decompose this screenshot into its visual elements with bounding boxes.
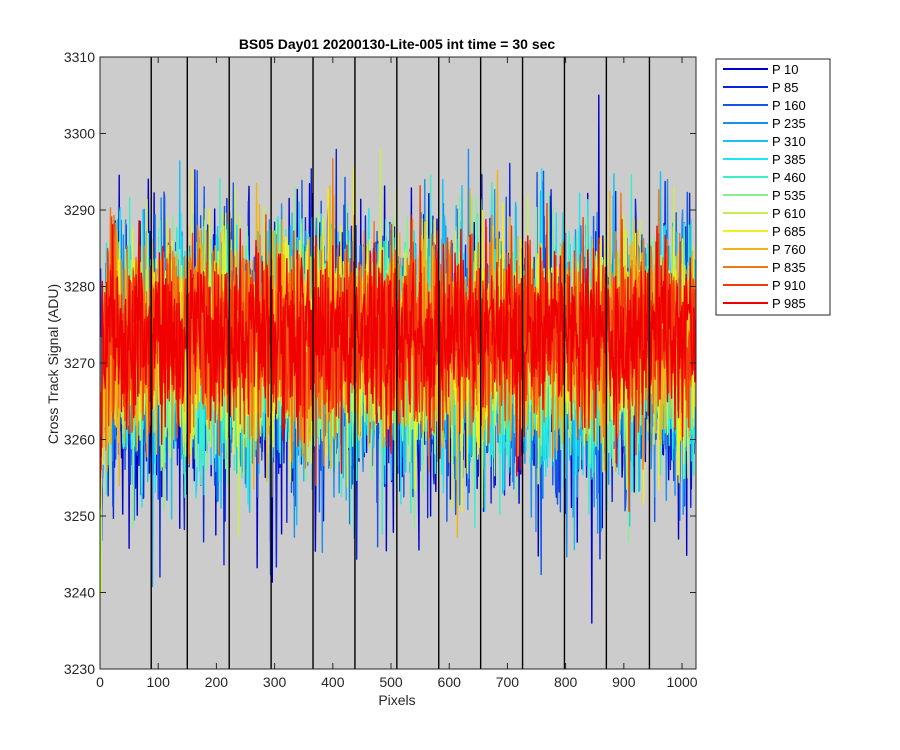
legend-label-p-610: P 610 — [772, 206, 806, 221]
legend-label-p-910: P 910 — [772, 278, 806, 293]
y-tick-label: 3280 — [64, 279, 95, 295]
plot-area: 0 100 200 300 400 500 600 700 800 900 1000 3230 3240… — [64, 49, 698, 690]
x-tick-label: 300 — [263, 674, 287, 690]
x-tick-label: 700 — [496, 674, 520, 690]
x-tick-label: 900 — [612, 674, 636, 690]
x-axis-title: Pixels — [378, 692, 415, 708]
legend-label-p-10: P 10 — [772, 62, 799, 77]
y-axis-title: Cross Track Signal (ADU) — [45, 284, 61, 444]
y-tick-label: 3290 — [64, 202, 95, 218]
y-tick-label: 3310 — [64, 49, 95, 65]
y-tick-label: 3230 — [64, 661, 95, 677]
y-tick-label: 3270 — [64, 355, 95, 371]
y-tick-label: 3300 — [64, 126, 95, 142]
chart-title: BS05 Day01 20200130-Lite-005 int time = … — [239, 36, 556, 52]
series-line-p-985 — [100, 218, 696, 510]
y-tick-label: 3260 — [64, 432, 95, 448]
x-tick-label: 800 — [554, 674, 578, 690]
x-tick-label: 100 — [147, 674, 171, 690]
legend-label-p-385: P 385 — [772, 152, 806, 167]
x-tick-label: 1000 — [666, 674, 697, 690]
x-tick-label: 200 — [205, 674, 229, 690]
legend-label-p-310: P 310 — [772, 134, 806, 149]
legend-label-p-760: P 760 — [772, 242, 806, 257]
legend-box — [715, 58, 831, 316]
legend-label-p-985: P 985 — [772, 296, 806, 311]
x-tick-label: 600 — [438, 674, 462, 690]
legend: P 10 P 85 P 160 P 235 P 310 P 385 P 460 P 535 P … — [715, 58, 831, 316]
y-tick-label: 3250 — [64, 508, 95, 524]
legend-label-p-535: P 535 — [772, 188, 806, 203]
legend-label-p-460: P 460 — [772, 170, 806, 185]
y-tick-label: 3240 — [64, 585, 95, 601]
x-tick-label: 0 — [96, 674, 104, 690]
series-group — [100, 94, 696, 624]
x-tick-label: 400 — [321, 674, 345, 690]
legend-label-p-85: P 85 — [772, 80, 799, 95]
legend-label-p-160: P 160 — [772, 98, 806, 113]
legend-label-p-685: P 685 — [772, 224, 806, 239]
legend-label-p-835: P 835 — [772, 260, 806, 275]
legend-label-p-235: P 235 — [772, 116, 806, 131]
x-tick-label: 500 — [379, 674, 403, 690]
